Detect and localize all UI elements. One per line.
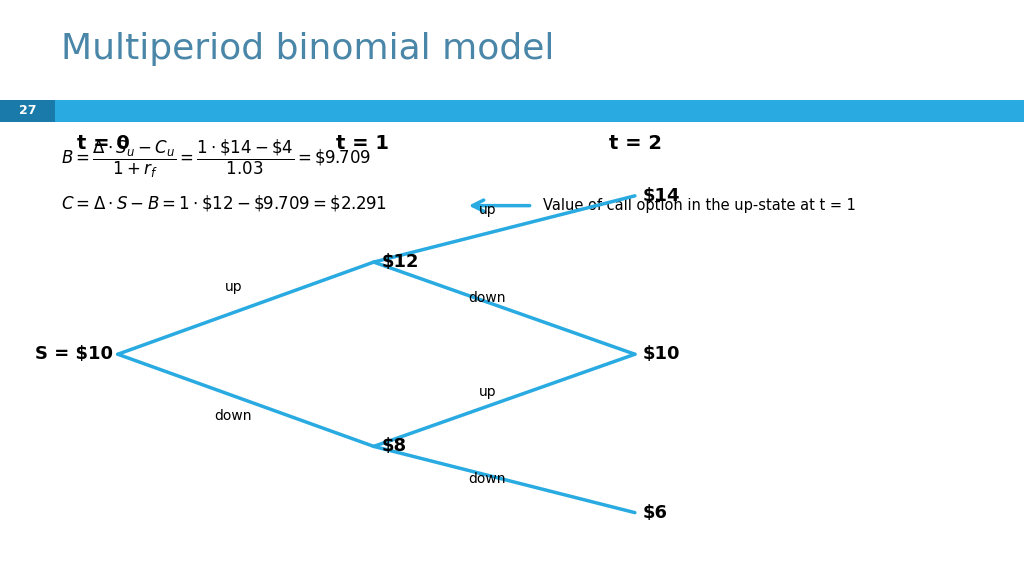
Text: up: up <box>478 385 497 399</box>
Text: $10: $10 <box>643 345 681 363</box>
Text: Value of call option in the up-state at t = 1: Value of call option in the up-state at … <box>543 198 856 213</box>
Text: down: down <box>215 409 252 423</box>
Text: $8: $8 <box>382 437 408 456</box>
Text: t = 2: t = 2 <box>609 134 663 153</box>
Text: t = 0: t = 0 <box>77 134 130 153</box>
Text: down: down <box>469 291 506 305</box>
Text: t = 1: t = 1 <box>336 134 389 153</box>
Text: S = $10: S = $10 <box>35 345 113 363</box>
Text: down: down <box>469 472 506 486</box>
Text: $6: $6 <box>643 503 668 522</box>
Bar <box>0 100 55 122</box>
Text: $C = \Delta \cdot S - B = 1 \cdot \$12 - \$9.709 = \$2.291$: $C = \Delta \cdot S - B = 1 \cdot \$12 -… <box>61 193 387 213</box>
Text: up: up <box>224 280 243 294</box>
Text: $14: $14 <box>643 187 681 205</box>
Text: up: up <box>478 203 497 217</box>
Text: Multiperiod binomial model: Multiperiod binomial model <box>61 32 555 66</box>
Text: 27: 27 <box>18 104 37 118</box>
Bar <box>55 100 1024 122</box>
Text: $12: $12 <box>382 253 420 271</box>
Text: $B = \dfrac{\Delta \cdot S_u - C_u}{1+r_f} = \dfrac{1 \cdot \$14 - \$4}{1.03} = : $B = \dfrac{\Delta \cdot S_u - C_u}{1+r_… <box>61 138 372 180</box>
